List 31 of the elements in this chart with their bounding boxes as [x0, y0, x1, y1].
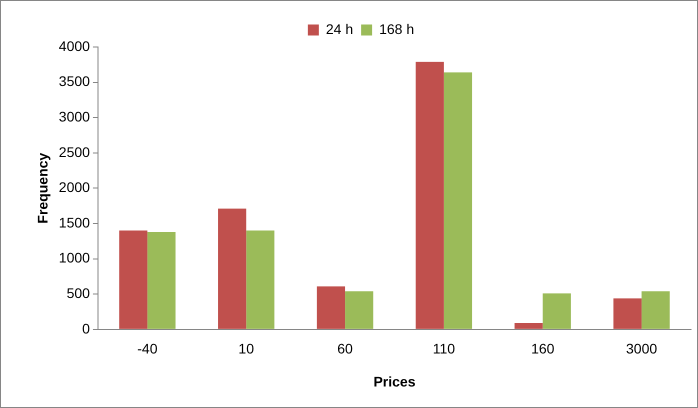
x-tick-label: -40 [137, 340, 158, 357]
y-tick-label: 2000 [58, 179, 90, 196]
bar [218, 208, 246, 329]
bar [642, 291, 670, 329]
x-tick-label: 3000 [626, 340, 658, 357]
y-tick-label: 3500 [58, 73, 90, 90]
y-tick-label: 1000 [58, 250, 90, 266]
y-axis-title: Frequency [34, 152, 50, 224]
y-tick-label: 4000 [58, 38, 90, 54]
bar [119, 230, 148, 329]
y-tick-label: 0 [82, 320, 90, 336]
y-tick-label: 1500 [58, 214, 90, 230]
x-tick-label: 10 [238, 340, 254, 357]
x-tick-label: 110 [432, 340, 456, 357]
bar [345, 291, 374, 329]
y-tick-label: 500 [66, 284, 90, 301]
x-axis-title: Prices [373, 373, 416, 390]
x-tick-label: 60 [337, 340, 354, 357]
y-tick-label: 2500 [58, 144, 90, 160]
bar [316, 286, 346, 329]
bar [444, 72, 472, 329]
x-tick-label: 160 [531, 340, 555, 357]
legend-label: 24 h [326, 20, 354, 37]
bar [542, 293, 571, 329]
bar [514, 323, 543, 329]
bar [416, 62, 444, 329]
bar [246, 230, 274, 329]
bar [613, 298, 642, 329]
y-tick-label: 3000 [58, 108, 90, 124]
legend-label: 168 h [379, 20, 414, 37]
bar [147, 232, 176, 329]
